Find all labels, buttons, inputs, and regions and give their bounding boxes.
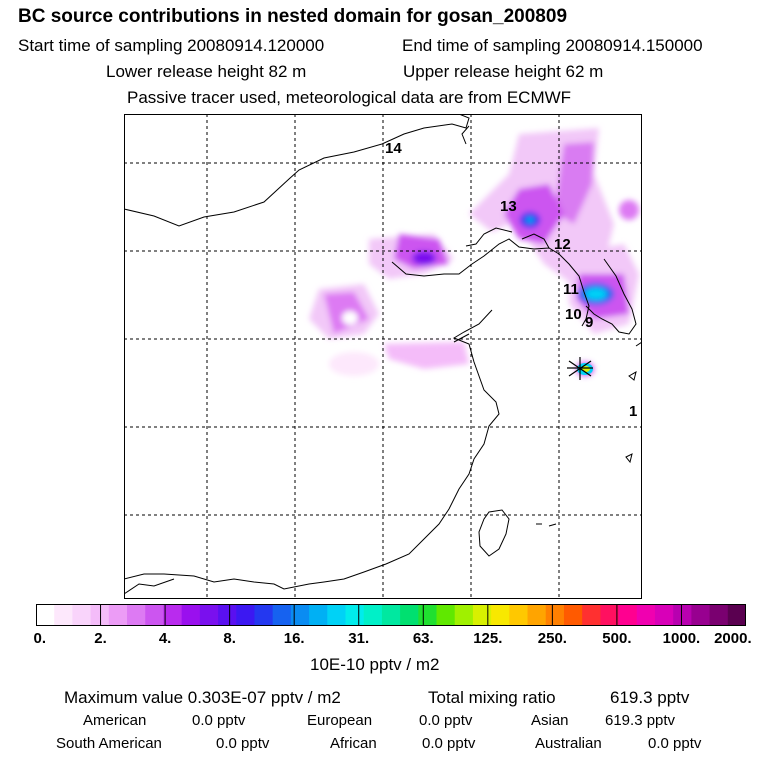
colorbar-cell: [691, 604, 711, 626]
asian-value: 619.3 pptv: [605, 712, 676, 729]
colorbar-cell: [236, 604, 256, 626]
total-mixing-ratio-label: Total mixing ratio: [428, 688, 556, 707]
end-time: End time of sampling 20080914.150000: [402, 36, 703, 55]
australian-value: 0.0 pptv: [648, 735, 702, 752]
map-label-13: 13: [500, 198, 517, 215]
european-value: 0.0 pptv: [419, 712, 473, 729]
colorbar-cell: [54, 604, 74, 626]
colorbar-cell: [36, 604, 55, 626]
colorbar-cell: [491, 604, 510, 626]
colorbar-tick-label: 16.: [283, 630, 305, 647]
map-frame: [124, 114, 642, 599]
colorbar: [36, 604, 746, 626]
total-mixing-ratio-value: 619.3 pptv: [610, 688, 690, 707]
map-label-11: 11: [563, 281, 579, 298]
colorbar-cell: [582, 604, 601, 626]
colorbar-tick-label: 31.: [348, 630, 370, 647]
colorbar-cell: [636, 604, 656, 626]
concentration-plume: [309, 128, 639, 376]
start-time: Start time of sampling 20080914.120000: [18, 36, 325, 55]
colorbar-cell: [309, 604, 328, 626]
colorbar-tick-label: 1000.: [662, 630, 701, 647]
australian-label: Australian: [535, 735, 602, 752]
lat-lon-grid: [124, 114, 642, 599]
colorbar-cell: [545, 604, 565, 626]
colorbar-cell: [145, 604, 165, 626]
colorbar-cell: [418, 604, 438, 626]
colorbar-cell: [563, 604, 583, 626]
colorbar-tick-label: 0.: [33, 630, 47, 647]
colorbar-cell: [654, 604, 674, 626]
colorbar-tick-label: 8.: [223, 630, 236, 647]
colorbar-cell: [90, 604, 110, 626]
colorbar-tick-label: 125.: [473, 630, 503, 647]
colorbar-cell: [673, 604, 692, 626]
south-american-label: South American: [56, 735, 162, 752]
colorbar-cell: [218, 604, 237, 626]
colorbar-cell: [363, 604, 383, 626]
colorbar-cell: [108, 604, 128, 626]
european-label: European: [307, 712, 373, 729]
map-label-1: 1: [629, 403, 637, 420]
colorbar-cell: [327, 604, 347, 626]
map-label-10: 10: [565, 306, 582, 323]
colorbar-cell: [163, 604, 183, 626]
colorbar-cell: [72, 604, 92, 626]
asian-label: Asian: [531, 712, 569, 729]
african-label: African: [330, 735, 377, 752]
colorbar-cell: [381, 604, 401, 626]
colorbar-cell: [509, 604, 529, 626]
colorbar-tick-label: 2.: [94, 630, 107, 647]
colorbar-tick-label: 63.: [412, 630, 434, 647]
colorbar-cell: [600, 604, 620, 626]
american-value: 0.0 pptv: [192, 712, 246, 729]
receptor-marker: [567, 357, 593, 380]
map-panel: 14 13 12 11 10 9 1: [124, 114, 642, 599]
colorbar-tick-label: 2000.: [714, 630, 752, 647]
colorbar-cell: [199, 604, 219, 626]
colorbar-tick-label: 4.: [158, 630, 172, 647]
plot-title: BC source contributions in nested domain…: [18, 6, 568, 27]
colorbar-cell: [436, 604, 456, 626]
colorbar-unit: 10E-10 pptv / m2: [310, 655, 440, 674]
colorbar-cell: [290, 604, 310, 626]
map-label-12: 12: [554, 236, 571, 253]
map-label-9: 9: [585, 314, 593, 331]
upper-release-height: Upper release height 62 m: [403, 62, 604, 81]
colorbar-cell: [709, 604, 729, 626]
colorbar-cell: [618, 604, 638, 626]
african-value: 0.0 pptv: [422, 735, 476, 752]
colorbar-tick-label: 250.: [537, 630, 567, 647]
american-label: American: [83, 712, 147, 729]
colorbar-cell: [454, 604, 474, 626]
maximum-value: Maximum value 0.303E-07 pptv / m2: [64, 688, 341, 707]
south-american-value: 0.0 pptv: [216, 735, 270, 752]
colorbar-cell: [727, 604, 746, 626]
colorbar-cell: [254, 604, 274, 626]
colorbar-cell: [272, 604, 292, 626]
colorbar-cell: [527, 604, 547, 626]
tracer-note: Passive tracer used, meteorological data…: [127, 88, 572, 107]
colorbar-cell: [181, 604, 201, 626]
colorbar-cell: [472, 604, 492, 626]
map-label-14: 14: [385, 140, 402, 157]
colorbar-cell: [345, 604, 365, 626]
coastlines: [124, 114, 637, 595]
colorbar-tick-label: 500.: [602, 630, 632, 647]
colorbar-cell: [400, 604, 419, 626]
lower-release-height: Lower release height 82 m: [106, 62, 307, 81]
taiwan-coastline: [478, 509, 510, 557]
colorbar-cell: [127, 604, 146, 626]
